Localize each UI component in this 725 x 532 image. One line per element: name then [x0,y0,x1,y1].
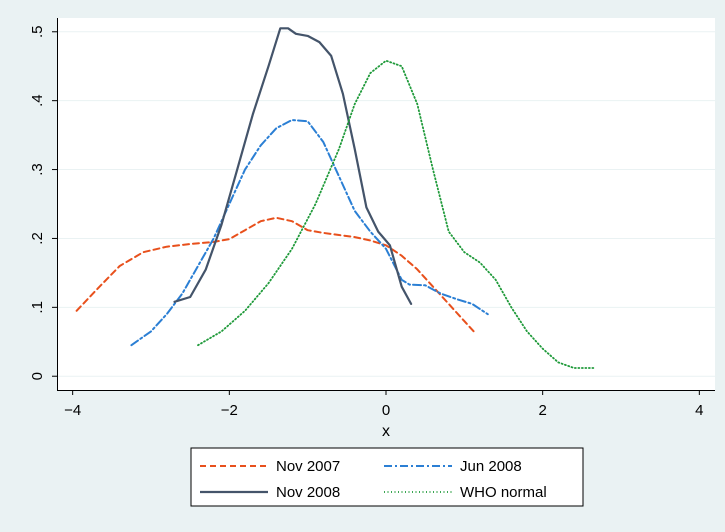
y-axis-ticks: 0 .1 .2 .3 .4 .5 [29,26,57,380]
series-line-nov-2008 [173,27,413,305]
plot-area [57,18,715,390]
x-axis-ticks: −4 −2 0 2 4 [64,390,704,419]
legend-box [190,447,584,507]
series-line-jun-2008 [130,119,489,347]
y-tick-label: .2 [29,232,46,245]
legend: Nov 2007 Jun 2008 Nov 2008 WHO normal [190,447,584,507]
legend-label: WHO normal [460,484,547,501]
legend-label: Nov 2007 [276,458,340,475]
legend-items: Nov 2007 Jun 2008 Nov 2008 WHO normal [200,458,547,501]
legend-label: Nov 2008 [276,484,340,501]
x-axis-title: x [382,423,390,440]
y-tick-label: 0 [29,372,46,380]
y-tick-label: .5 [29,26,46,39]
y-tick-label: .4 [29,94,46,107]
legend-label: Jun 2008 [460,458,522,475]
x-tick-label: −2 [221,402,238,419]
y-tick-label: .1 [29,301,46,314]
grid-layer [57,31,715,377]
series-line-who-normal [197,59,595,369]
x-tick-label: 0 [382,402,390,419]
x-tick-label: 4 [695,402,703,419]
series-layer [75,27,595,369]
x-tick-label: 2 [538,402,546,419]
y-tick-label: .3 [29,163,46,176]
x-tick-label: −4 [64,402,81,419]
series-line-nov-2007 [75,216,475,333]
